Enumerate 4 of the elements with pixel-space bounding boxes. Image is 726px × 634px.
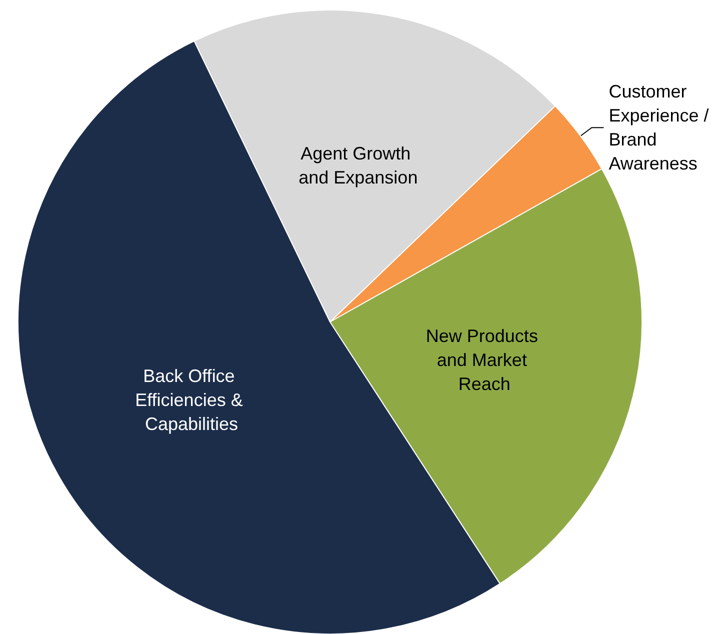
slice-label: Back Office Efficiencies & Capabilities bbox=[135, 366, 248, 434]
slice-label: Agent Growth and Expansion bbox=[298, 144, 418, 188]
slice-label: New Products and Market Reach bbox=[426, 326, 543, 394]
slice-label: Customer Experience / Brand Awareness bbox=[608, 82, 714, 174]
